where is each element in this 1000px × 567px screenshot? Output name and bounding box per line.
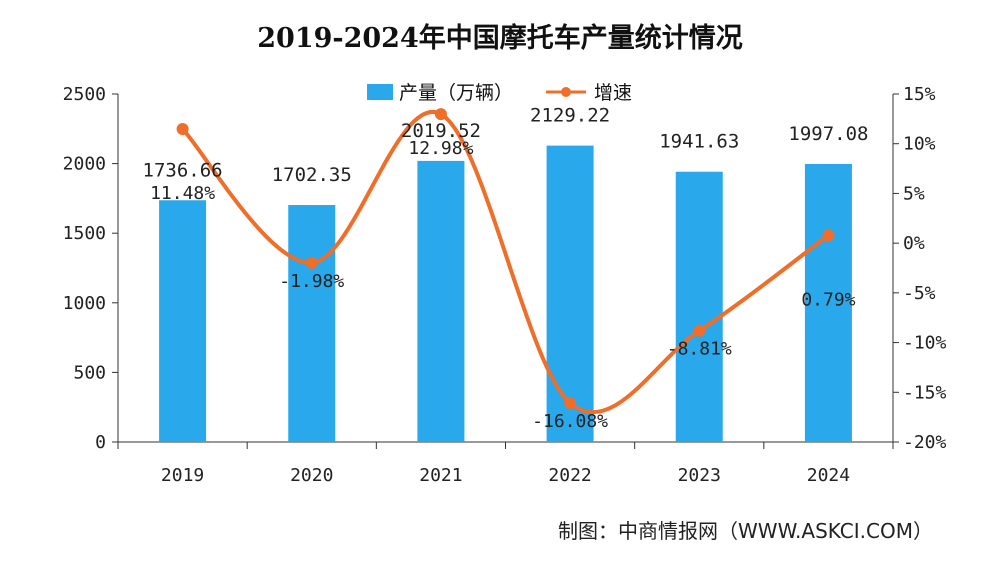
left-tick-label: 2500 [63,84,106,105]
growth-line [181,109,830,415]
x-tick-label: 2021 [419,465,462,486]
legend-line-marker [561,87,571,97]
left-tick-label: 2000 [63,154,106,175]
growth-value-label: -16.08% [532,411,608,432]
bar-series [159,145,852,442]
right-tick-label: -10% [903,333,947,354]
growth-point [564,397,577,410]
growth-point [822,229,835,242]
left-tick-label: 1000 [63,293,106,314]
x-tick-label: 2019 [161,465,204,486]
left-tick-label: 1500 [63,223,106,244]
right-tick-label: -20% [903,432,947,453]
legend-bar-swatch [367,84,393,100]
chart-title: 2019-2024年中国摩托车产量统计情况 [257,22,743,54]
growth-value-label: 12.98% [408,138,473,159]
bar-value-label: 1941.63 [659,131,739,153]
source-credit: 制图：中商情报网（WWW.ASKCI.COM） [558,519,933,543]
growth-line-series [176,108,835,415]
growth-value-label: -1.98% [279,271,344,292]
x-tick-label: 2022 [548,465,591,486]
growth-value-label: 11.48% [150,183,215,204]
growth-point [693,324,706,337]
bar-value-label: 1997.08 [788,123,868,145]
x-tick-label: 2023 [678,465,721,486]
bar-value-label: 1736.66 [143,159,223,181]
bar [288,205,336,442]
legend-line-label: 增速 [594,82,632,104]
bar [417,160,465,442]
bar-value-label: 2019.52 [401,120,481,142]
axes: 0 500 1000 1500 2000 2500 -20% -15% -10% -5% 0% 5% 1… [63,84,947,486]
bar [675,171,723,442]
growth-point [305,256,318,269]
legend: 产量（万辆） 增速 [367,82,632,104]
bar-value-label: 1702.35 [272,164,352,186]
growth-value-label: 0.79% [801,289,855,310]
left-tick-label: 500 [73,362,106,383]
bar [804,164,852,442]
right-tick-label: 0% [903,233,925,254]
bar [159,200,207,442]
data-labels: 1736.66 1702.35 2019.52 2129.22 1941.63 1997.… [143,105,869,432]
right-tick-label: 5% [903,183,925,204]
right-tick-label: -15% [903,382,947,403]
right-tick-label: -5% [903,283,936,304]
bar [546,145,594,442]
growth-point [176,122,189,135]
legend-bar-label: 产量（万辆） [399,82,513,104]
growth-point [434,108,447,121]
left-tick-label: 0 [95,432,106,453]
right-tick-label: 10% [903,134,936,155]
x-tick-label: 2024 [807,465,850,486]
x-tick-label: 2020 [290,465,333,486]
bar-value-label: 2129.22 [530,105,610,127]
growth-value-label: -8.81% [667,339,732,360]
right-tick-label: 15% [903,84,936,105]
